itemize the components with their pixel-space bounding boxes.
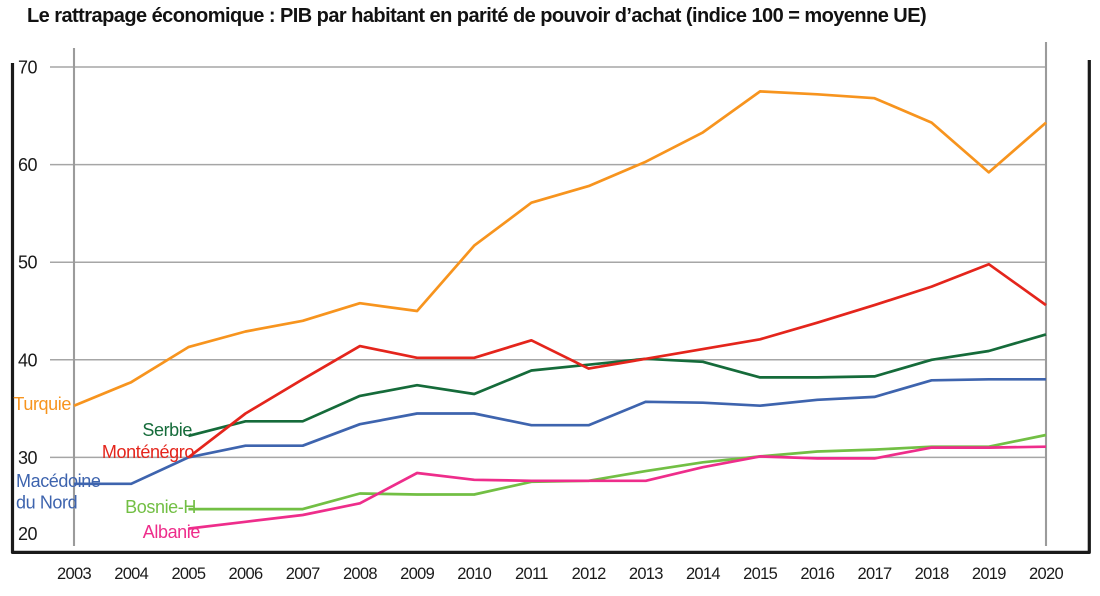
x-tick-label-2010: 2010 <box>457 565 491 583</box>
series-line-albanie <box>188 445 1047 530</box>
x-tick-label-2015: 2015 <box>743 565 777 583</box>
x-tick-label-2012: 2012 <box>572 565 606 583</box>
y-tick-label-40: 40 <box>18 350 38 370</box>
y-tick-label-70: 70 <box>18 58 38 78</box>
x-tick-label-2009: 2009 <box>400 565 434 583</box>
series-line-serbie <box>188 333 1047 438</box>
x-tick-label-2017: 2017 <box>858 565 892 583</box>
series-label-albanie: Albanie <box>143 522 201 542</box>
x-tick-label-2004: 2004 <box>114 565 148 583</box>
x-tick-label-2018: 2018 <box>915 565 949 583</box>
series-label-macedoine-du-nord-line1: Macédoine <box>16 471 101 491</box>
x-tick-label-2007: 2007 <box>286 565 320 583</box>
x-tick-label-2006: 2006 <box>229 565 263 583</box>
x-tick-label-2019: 2019 <box>972 565 1006 583</box>
series-line-macedoine-du-nord <box>74 377 1046 486</box>
x-tick-label-2020: 2020 <box>1029 565 1063 583</box>
y-tick-label-30: 30 <box>18 448 38 468</box>
x-tick-label-2011: 2011 <box>515 565 548 583</box>
x-tick-label-2013: 2013 <box>629 565 663 583</box>
series-line-turquie <box>73 90 1047 407</box>
chart-title: Le rattrapage économique : PIB par habit… <box>27 5 927 27</box>
series-label-bosnie-h: Bosnie-H <box>125 497 196 517</box>
series-label-serbie: Serbie <box>142 420 192 440</box>
axis-frame <box>10 60 1091 554</box>
x-tick-label-2016: 2016 <box>800 565 834 583</box>
x-tick-label-2003: 2003 <box>57 565 91 583</box>
x-tick-label-2008: 2008 <box>343 565 377 583</box>
x-tick-label-2005: 2005 <box>171 565 205 583</box>
series-line-bosnie-h <box>188 433 1047 511</box>
series-label-montenegro: Monténégro <box>102 442 194 462</box>
y-tick-label-50: 50 <box>18 253 38 273</box>
y-tick-label-60: 60 <box>18 155 38 175</box>
series-line-montenegro <box>187 262 1047 459</box>
series-label-macedoine-du-nord-line2: du Nord <box>16 493 77 513</box>
x-tick-label-2014: 2014 <box>686 565 720 583</box>
series-label-turquie: Turquie <box>13 394 71 414</box>
y-tick-label-20: 20 <box>18 524 38 544</box>
